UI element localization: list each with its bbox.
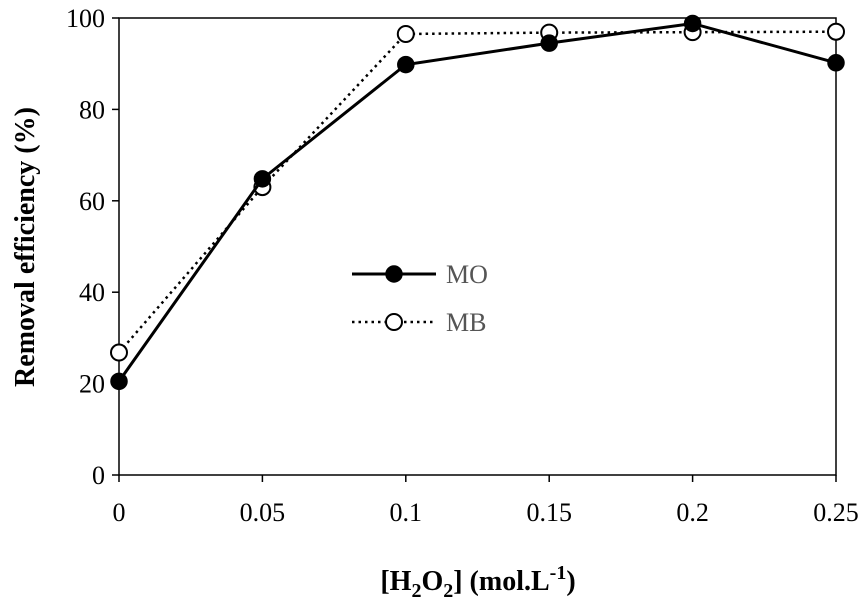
x-tick-label: 0.2 (676, 498, 709, 527)
data-point-mb (396, 24, 415, 43)
data-point-mo (540, 34, 558, 52)
y-axis-title: Removal efficiency (%) (10, 107, 41, 387)
y-tick-label: 80 (79, 95, 105, 124)
x-tick-label: 0.15 (526, 498, 572, 527)
y-tick-label: 20 (79, 370, 105, 399)
y-axis-ticks: 0 20 40 60 80 100 (66, 4, 119, 490)
data-point-mo (397, 55, 415, 74)
y-tick-label: 100 (66, 4, 105, 33)
x-tick-label: 0.25 (813, 498, 859, 527)
series-line-mb (118, 30, 837, 354)
plot-frame (118, 17, 837, 476)
data-point-mo (827, 54, 845, 72)
series-line-mo (117, 21, 837, 383)
data-point-mb (827, 22, 845, 41)
plot-area (118, 17, 837, 476)
legend-label-mo: MO (446, 260, 488, 289)
x-axis-ticks: 0 0.05 0.1 0.15 0.2 0.25 (113, 475, 859, 527)
data-point-mb (110, 343, 128, 362)
legend-marker-mb (385, 313, 403, 331)
data-point-mo (683, 14, 702, 33)
legend-item-mb: MB (352, 308, 486, 337)
legend-marker-mo (385, 265, 403, 283)
x-tick-label: 0.05 (240, 498, 286, 527)
x-tick-label: 0 (113, 498, 126, 527)
y-tick-label: 0 (92, 461, 105, 490)
legend-item-mo: MO (352, 260, 488, 289)
x-tick-label: 0.1 (390, 498, 423, 527)
x-axis-title: [H2O2] (mol.L-1) (380, 562, 575, 602)
data-point-mo (110, 372, 128, 391)
series-layer (110, 14, 845, 391)
legend-label-mb: MB (446, 308, 486, 337)
data-point-mo (253, 170, 272, 188)
series-mo (110, 14, 845, 391)
y-tick-label: 60 (79, 187, 105, 216)
legend: MO MB (352, 260, 488, 337)
y-tick-label: 40 (79, 278, 105, 307)
